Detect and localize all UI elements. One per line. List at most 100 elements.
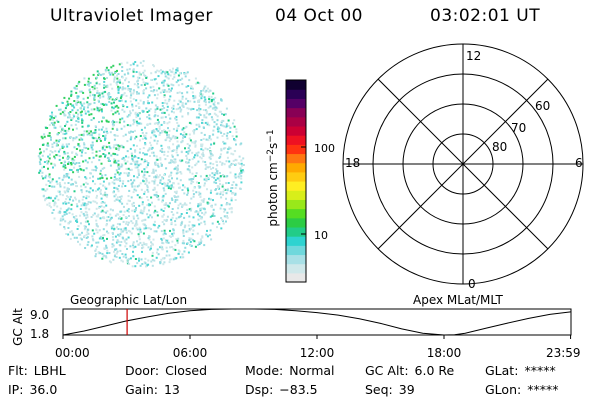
uv-pixel [186,143,189,145]
uv-pixel [131,154,134,157]
uv-pixel [208,156,211,159]
uv-pixel [146,188,149,191]
uv-pixel [85,204,88,207]
uv-pixel [70,90,73,93]
uv-pixel [191,158,194,161]
uv-pixel [105,127,108,130]
uv-pixel [225,107,228,110]
uv-pixel [101,176,104,179]
uv-pixel [62,218,65,221]
colorbar-swatch [286,236,306,246]
uv-pixel [105,187,108,190]
uv-pixel [104,186,107,189]
uv-pixel [198,107,200,110]
uv-pixel [207,166,209,169]
uv-pixel [175,238,178,241]
uv-pixel [133,161,136,164]
uv-pixel [154,135,157,138]
uv-pixel [99,235,102,238]
uv-pixel [112,209,114,212]
uv-pixel [114,248,116,251]
uv-pixel [239,172,242,175]
uv-pixel [190,108,193,111]
uv-pixel [140,158,143,161]
uv-pixel [42,177,45,180]
polar-diagonal-2 [377,78,549,250]
uv-pixel [75,148,78,150]
uv-pixel [158,87,161,90]
uv-pixel [104,68,107,71]
uv-pixel [51,111,53,114]
uv-pixel [186,107,189,110]
uv-pixel [198,82,201,85]
uv-pixel [103,148,106,151]
uv-pixel [162,263,165,266]
uv-pixel [168,254,171,257]
uv-pixel [49,150,52,152]
uv-pixel [102,184,105,187]
uv-pixel [112,258,115,261]
uv-pixel [216,185,219,187]
uv-pixel [62,165,65,168]
uv-pixel [126,202,129,205]
uv-pixel [127,85,129,88]
uv-pixel [137,243,140,246]
uv-pixel [39,163,42,166]
uv-pixel [77,113,80,116]
uv-pixel [75,85,78,87]
uv-pixel [152,90,155,93]
uv-pixel [161,130,163,132]
uv-pixel [82,97,85,100]
uv-pixel [132,75,135,78]
uv-pixel [116,223,119,225]
uv-pixel [116,97,119,99]
uv-pixel [99,182,102,185]
uv-pixel [115,83,118,86]
uv-pixel [124,133,127,136]
uv-pixel [108,160,111,162]
uv-pixel [96,89,99,92]
uv-pixel [188,208,191,211]
uv-pixel [73,166,76,169]
uv-pixel [199,195,202,198]
uv-pixel [204,211,207,214]
uv-pixel [142,210,145,213]
uv-pixel [231,163,234,166]
timeline-ytick-bottom: 1.8 [30,327,49,341]
uv-pixel [219,183,221,185]
uv-pixel [77,143,80,146]
uv-pixel [168,98,171,101]
uv-pixel [170,185,173,188]
uv-pixel [87,201,90,203]
uv-pixel [197,203,200,206]
uv-pixel [168,90,171,93]
uv-pixel [176,177,179,180]
uv-pixel [67,227,70,229]
uv-pixel [142,71,145,74]
uv-pixel [206,121,209,124]
uv-pixel [79,214,82,217]
uv-pixel [189,139,192,142]
uv-pixel [120,95,123,98]
uv-pixel [144,262,147,265]
uv-pixel [119,172,122,175]
uv-pixel [81,119,83,122]
uv-pixel [143,174,146,177]
uv-pixel [226,137,229,140]
uv-pixel [117,89,120,92]
uv-pixel [135,116,138,119]
uv-pixel [161,112,164,114]
uv-pixel [161,176,164,179]
uv-pixel [49,115,52,118]
uv-pixel [69,111,72,113]
uv-pixel [154,161,157,164]
uv-pixel [131,109,134,112]
uv-pixel [84,227,87,229]
uv-pixel [156,251,158,254]
uv-pixel [172,232,175,235]
uv-pixel [215,123,218,126]
uv-pixel [100,162,103,165]
uv-pixel [112,238,115,241]
uv-pixel [148,238,151,241]
uv-pixel [185,161,187,164]
